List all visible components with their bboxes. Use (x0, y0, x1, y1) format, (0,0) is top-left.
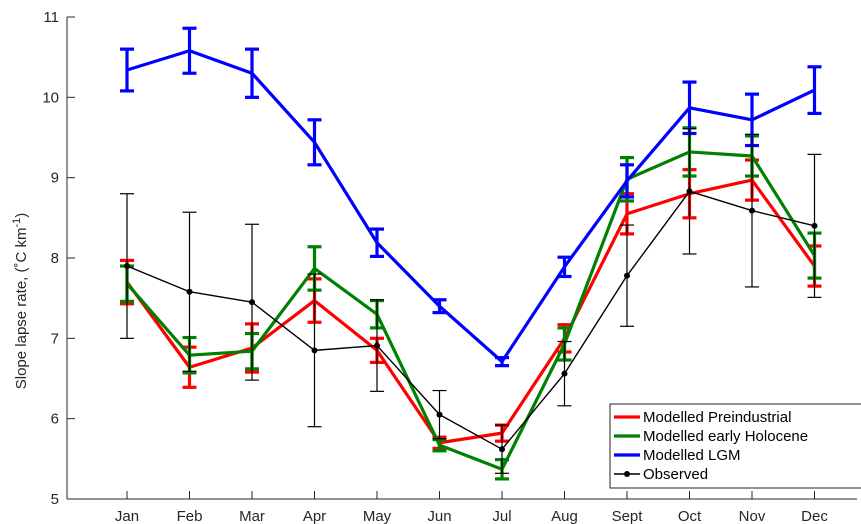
error-bar (120, 47, 134, 93)
data-point (374, 342, 380, 349)
y-tick-label: 11 (43, 9, 59, 26)
data-point (811, 222, 818, 229)
series-line (125, 150, 816, 471)
y-axis-label-superscript: -1 (11, 218, 23, 228)
y-tick-label: 7 (51, 330, 59, 347)
legend-item-modelled-lgm: Modelled LGM (614, 447, 741, 464)
x-tick-label: Jul (492, 508, 511, 524)
y-axis-label: Slope lapse rate, (˚C km-1) (11, 213, 30, 390)
y-tick-label: 5 (51, 491, 59, 508)
x-tick-label: Nov (739, 508, 766, 524)
data-point (249, 299, 255, 306)
x-tick-label: Aug (551, 508, 578, 524)
legend-marker (624, 471, 630, 477)
x-tick-label: Dec (801, 508, 828, 524)
y-tick-label: 10 (42, 89, 59, 106)
data-point (624, 272, 630, 279)
legend-item-observed: Observed (614, 466, 708, 483)
data-point (499, 446, 505, 453)
legend-label: Modelled Preindustrial (643, 409, 791, 426)
series-modelled-lgm (120, 26, 822, 368)
data-point (686, 188, 693, 195)
data-point (749, 207, 755, 214)
y-axis-label-tail: ) (13, 213, 30, 218)
x-tick-label: Jan (115, 508, 139, 524)
series-line (125, 178, 816, 445)
series-line (126, 190, 815, 450)
series-line (126, 49, 816, 364)
plot-area: 5 6 7 8 9 10 11 Jan Feb Mar Apr May Jun Jul Aug Sept Oct… (42, 9, 857, 524)
legend-item-modelled-preindustrial: Modelled Preindustrial (614, 409, 791, 426)
legend: Modelled Preindustrial Modelled early Hol… (609, 403, 861, 489)
x-tick-label: Jun (427, 508, 451, 524)
y-tick-label: 9 (51, 170, 59, 187)
data-point (311, 347, 318, 354)
y-tick-label: 6 (51, 411, 59, 428)
data-point (186, 288, 193, 295)
x-tick-label: Mar (239, 508, 265, 524)
data-point (436, 411, 443, 418)
x-tick-label: Feb (177, 508, 203, 524)
x-tick-label: May (363, 508, 392, 524)
legend-label: Observed (643, 466, 708, 483)
series-observed (120, 128, 822, 474)
legend-label: Modelled LGM (643, 447, 741, 464)
y-tick-label: 8 (51, 250, 59, 267)
legend-box (609, 403, 861, 489)
legend-item-modelled-early-holocene: Modelled early Holocene (614, 428, 808, 445)
x-tick-label: Apr (303, 508, 326, 524)
legend-label: Modelled early Holocene (643, 428, 808, 445)
data-point (561, 370, 568, 377)
x-tick-label: Sept (612, 508, 644, 524)
y-axis-label-main: Slope lapse rate, (˚C km (13, 228, 30, 390)
x-tick-label: Oct (678, 508, 702, 524)
data-point (124, 263, 130, 270)
